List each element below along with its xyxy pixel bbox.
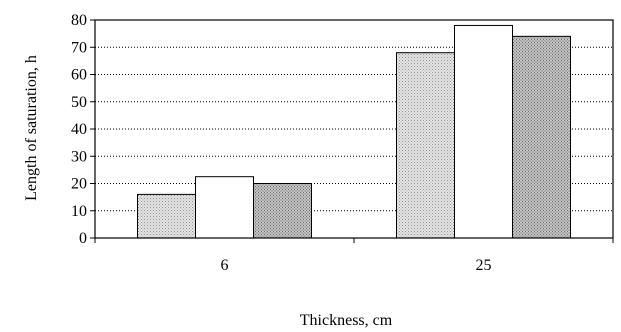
y-tick-label: 20 — [71, 176, 87, 193]
bar-series-3-cat-25 — [512, 35, 571, 239]
y-axis-label: Length of saturation, h — [23, 55, 40, 201]
bar-series-1-cat-6 — [137, 193, 196, 239]
bar-series-1-cat-25 — [396, 52, 455, 239]
bar-series-2-cat-6 — [195, 176, 254, 239]
bar-series-2-cat-25 — [454, 24, 513, 239]
x-axis-ticks: 6 25 — [94, 238, 614, 274]
y-axis-ticks: 0 10 20 30 40 50 60 70 80 — [71, 12, 95, 247]
y-tick-label: 30 — [71, 148, 87, 165]
x-tick-label: 25 — [476, 257, 492, 274]
y-tick-label: 80 — [71, 12, 87, 29]
x-axis-label: Thickness, cm — [300, 312, 393, 329]
y-tick-label: 50 — [71, 94, 87, 111]
bars — [137, 24, 571, 239]
bar-series-3-cat-6 — [253, 183, 312, 239]
y-tick-label: 0 — [79, 230, 87, 247]
y-tick-label: 60 — [71, 67, 87, 84]
y-tick-label: 10 — [71, 203, 87, 220]
y-tick-label: 70 — [71, 39, 87, 56]
y-tick-label: 40 — [71, 121, 87, 138]
x-tick-label: 6 — [221, 257, 229, 274]
gridlines — [95, 46, 613, 212]
